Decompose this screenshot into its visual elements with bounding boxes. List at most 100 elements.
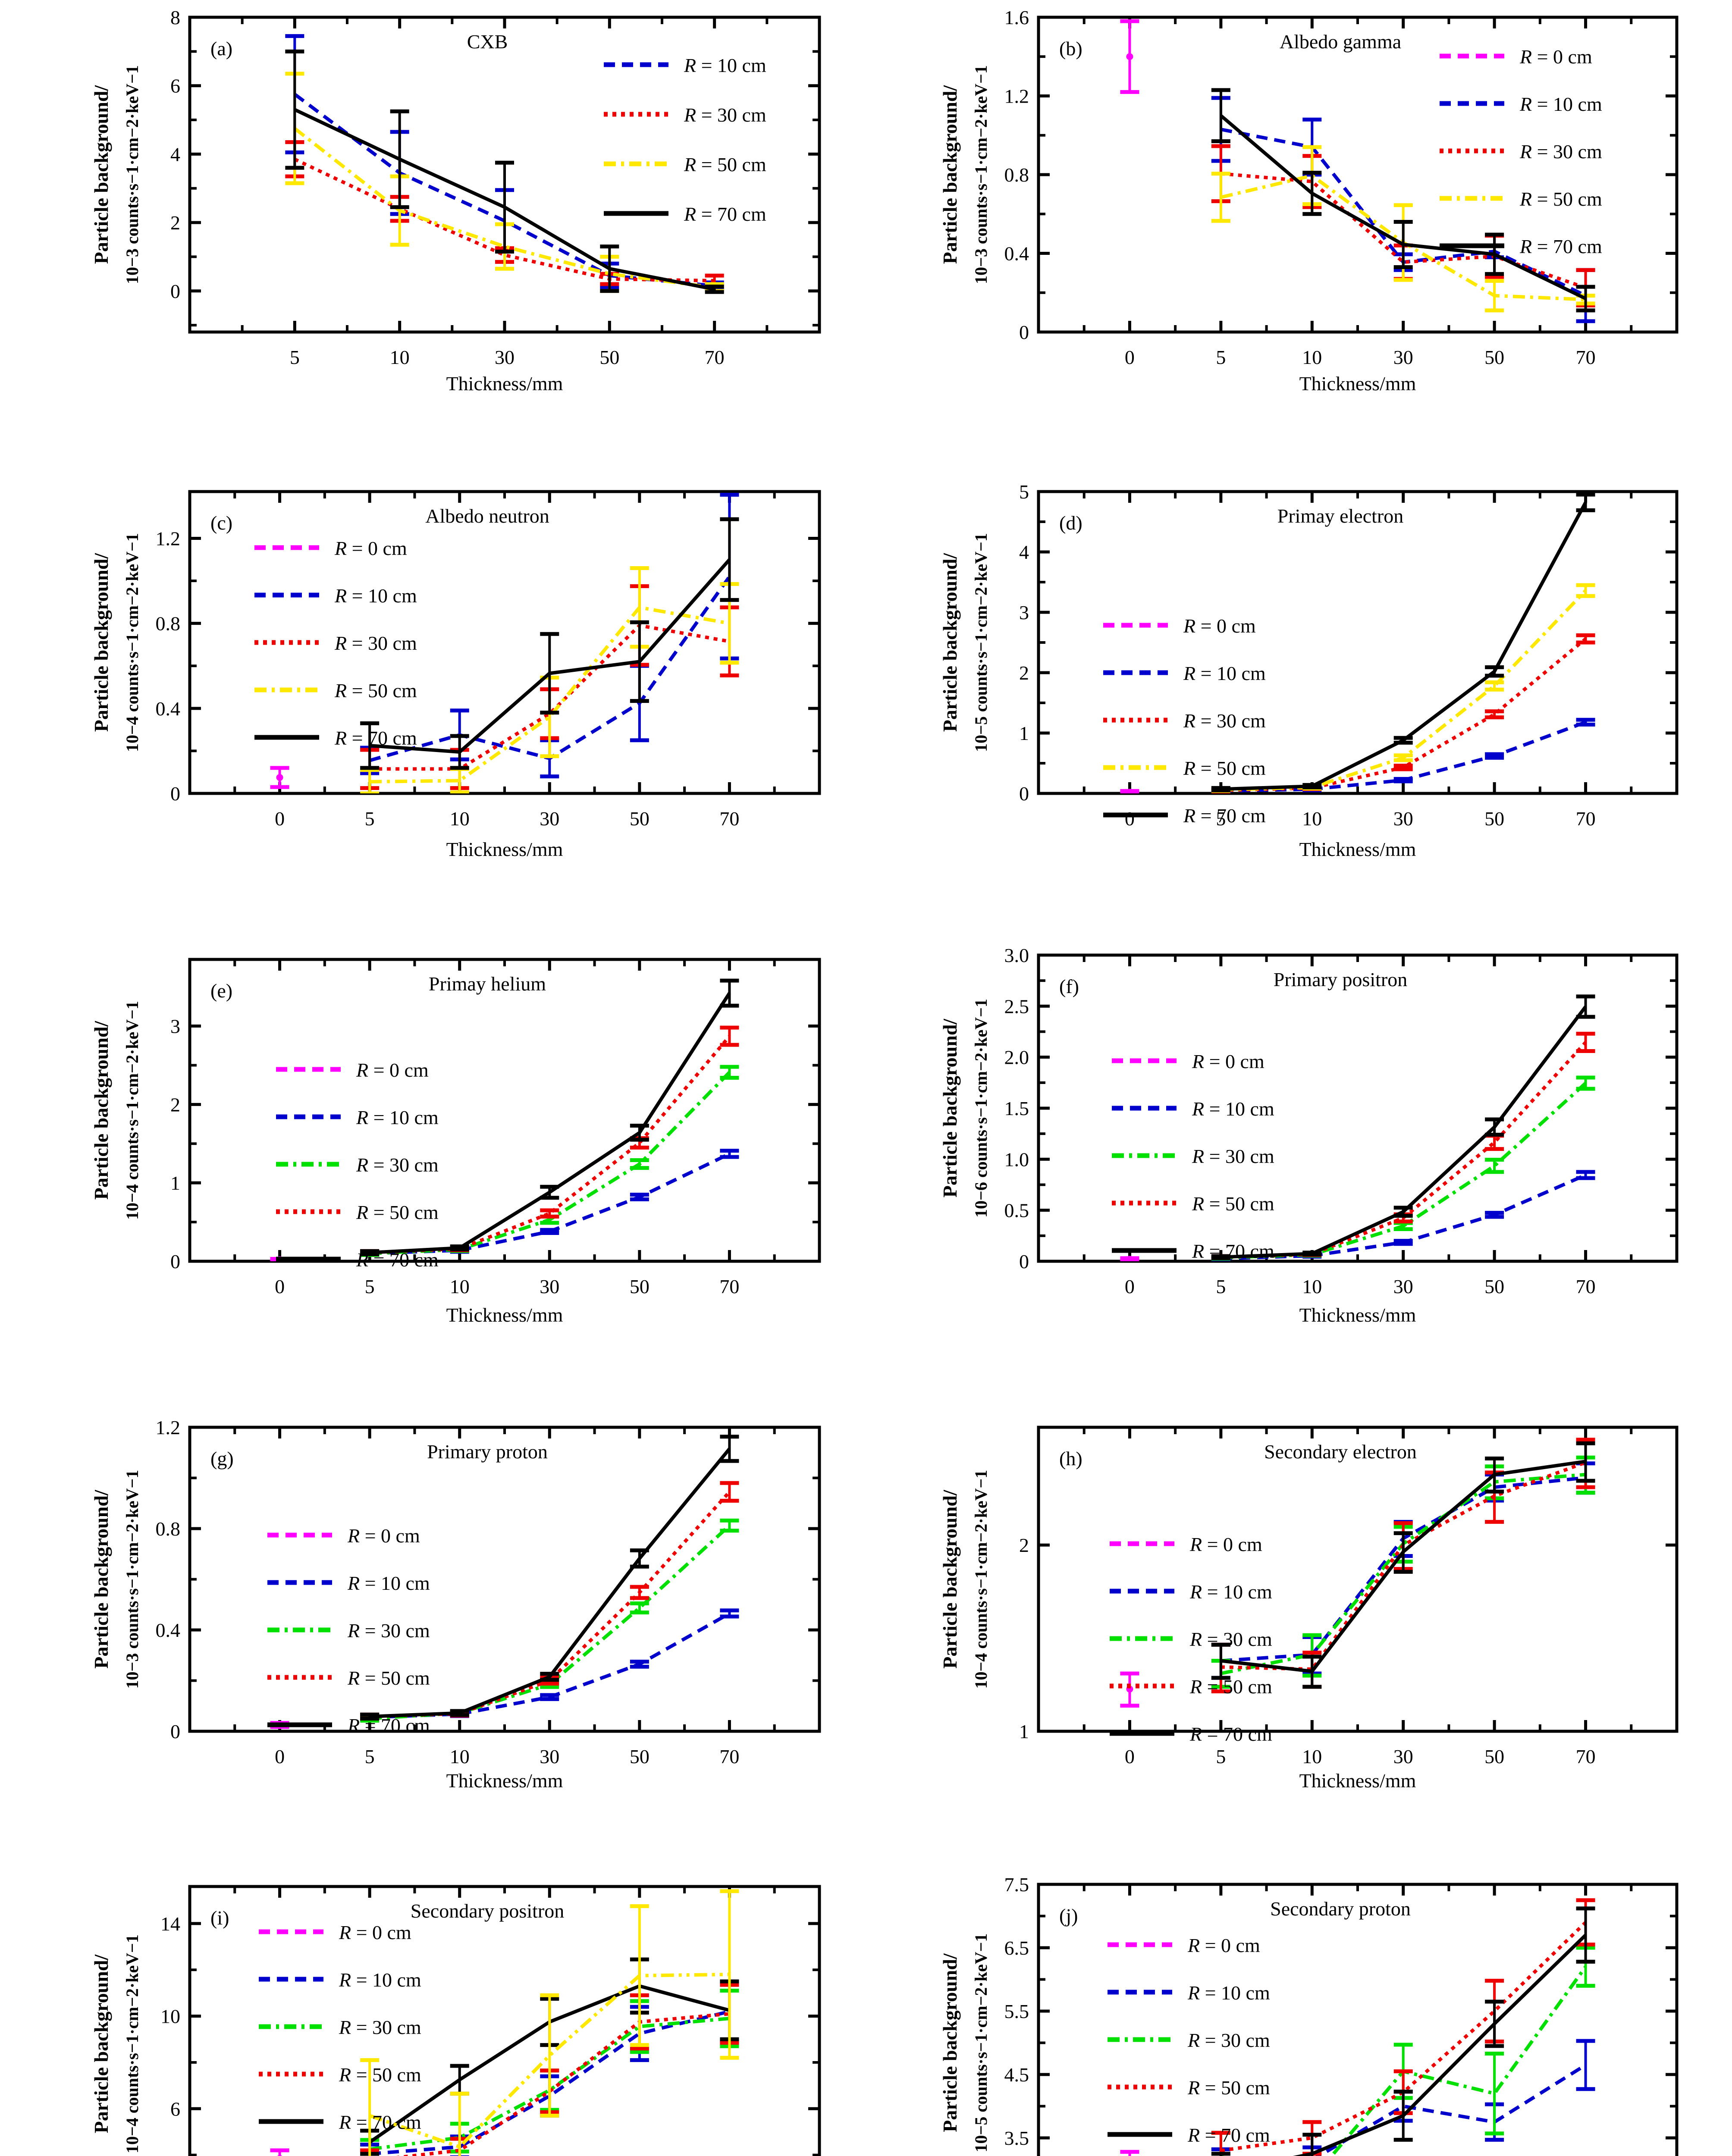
legend-label: R = 30 cm [1192,1145,1274,1167]
legend-label: R = 50 cm [356,1201,439,1223]
panel-title: Secondary electron [1264,1441,1417,1463]
panel-b: 0 0.4 0.8 1.2 1.6 0 5 10 30 50 70 (b) Albedo gamma R … [866,0,1732,444]
panel-label: (g) [210,1448,234,1470]
panel-label: (f) [1059,975,1079,997]
data-point [276,774,283,781]
panel-c: 0 0.4 0.8 1.2 0 5 10 30 50 70 (c) Albedo neutron R =… [0,444,866,897]
y-axis-label: Particle background/ [90,1954,112,2134]
y-axis-units: 10−4 counts·s−1·cm−2·keV−1 [122,533,142,752]
y-tick-label: 1.2 [1004,85,1029,107]
panel-c-chart: 0 0.4 0.8 1.2 0 5 10 30 50 70 (c) Albedo neutron R =… [90,490,821,860]
legend-label: R = 70 cm [334,727,417,749]
plot-frame [188,1426,821,1733]
x-tick-label: 10 [1302,1275,1322,1297]
y-tick-label: 7.5 [1004,1874,1029,1896]
y-tick-label: 1.0 [1004,1148,1029,1170]
y-tick-label: 0 [1019,321,1029,343]
legend-label: R = 10 cm [1189,1581,1272,1603]
x-tick-label: 5 [365,1275,375,1297]
y-tick-label: 1 [1019,722,1029,744]
y-tick-label: 0.4 [156,1619,181,1641]
legend-label: R = 0 cm [356,1059,429,1081]
legend-label: R = 10 cm [1187,1982,1270,2004]
y-tick-label: 5.5 [1004,2000,1029,2022]
legend-label: R = 70 cm [339,2111,421,2133]
y-tick-label: 0.8 [156,613,181,635]
x-axis-label: Thickness/mm [1299,1770,1416,1792]
y-tick-label: 0.4 [1004,243,1029,265]
panel-j: 2.53.54.55.56.57.50510305070(j)Secondary… [866,1802,1732,2156]
x-tick-label: 5 [1216,1275,1226,1297]
panel-title: Secondary proton [1270,1898,1411,1920]
x-tick-label: 30 [1393,346,1413,368]
y-tick-label: 4 [170,143,180,165]
y-axis-label: Particle background/ [939,1489,961,1669]
panel-j-chart: 2.53.54.55.56.57.50510305070(j)Secondary… [939,1874,1679,2156]
series-layer [1120,1898,1595,2156]
x-tick-label: 10 [1302,1745,1322,1767]
x-tick-label: 50 [599,346,619,368]
series-line [370,605,730,783]
panel-h-chart: 1 2 0 5 10 30 50 70 (h) Secondary electron R = 0 c… [939,1426,1679,1792]
legend-label: R = 70 cm [356,1249,439,1271]
data-point [1126,1256,1133,1261]
y-axis-units: 10−4 counts·s−1·cm−2·keV−1 [122,1001,142,1220]
legend-label: R = 0 cm [334,537,407,559]
y-axis-label: Particle background/ [90,85,112,264]
panel-title: Primary proton [427,1441,548,1463]
legend-label: R = 10 cm [1192,1098,1274,1120]
x-tick-label: 30 [540,808,559,830]
y-tick-label: 1 [1019,1720,1029,1742]
plot-frame [1037,1426,1679,1733]
panel-g-chart: 0 0.4 0.8 1.2 0 5 10 30 50 70 (g) Primary proton R =… [90,1416,821,1792]
x-tick-label: 30 [495,346,515,368]
legend-label: R = 70 cm [347,1714,430,1736]
y-tick-label: 3 [170,1015,180,1037]
x-tick-label: 5 [290,346,300,368]
x-tick-label: 10 [450,1275,470,1297]
legend-label: R = 30 cm [1519,141,1602,163]
x-tick-label: 0 [275,1275,285,1297]
y-tick-label: 4.5 [1004,2064,1029,2086]
y-tick-label: 1 [170,1172,180,1194]
y-axis-label: Particle background/ [939,85,961,264]
y-axis-label: Particle background/ [90,1489,112,1669]
y-tick-label: 0 [1019,783,1029,805]
x-tick-label: 10 [390,346,410,368]
legend-label: R = 10 cm [1519,93,1602,115]
x-axis-label: Thickness/mm [446,1304,563,1326]
legend-label: R = 0 cm [347,1525,420,1547]
x-tick-label: 5 [1216,346,1226,368]
legend-label: R = 0 cm [1183,615,1256,637]
y-axis-units: 10−5 counts·s−1·cm−2·keV−1 [971,533,991,752]
y-axis-units: 10−3 counts·s−1·cm−2·keV−1 [971,65,991,284]
x-axis-label: Thickness/mm [446,373,563,395]
y-tick-label: 3.5 [1004,2127,1029,2149]
x-tick-label: 70 [1576,1275,1596,1297]
panel-e: 0 1 2 3 0 5 10 30 50 70 (e) Primay helium R = 0 cm R … [0,897,866,1350]
x-axis-label: Thickness/mm [446,1770,563,1792]
x-tick-label: 50 [630,1275,650,1297]
y-axis-label: Particle background/ [90,553,112,732]
y-tick-label: 0 [1019,1250,1029,1272]
panel-label: (j) [1059,1905,1078,1927]
panel-label: (e) [210,980,232,1002]
series-line [1221,1921,1587,2153]
y-tick-label: 0.4 [156,698,181,720]
y-tick-label: 4 [1019,541,1029,563]
panel-b-chart: 0 0.4 0.8 1.2 1.6 0 5 10 30 50 70 (b) Albedo gamma R … [939,6,1679,395]
panel-f: 0 0.5 1.0 1.5 2.0 2.5 3.0 0 5 10 30 50 70 (f) Primary … [866,897,1732,1350]
x-tick-label: 10 [450,808,470,830]
legend-label: R = 30 cm [347,1620,430,1642]
x-axis-label: Thickness/mm [1299,838,1416,860]
series-line [369,1035,731,1254]
y-tick-label: 1.5 [1004,1097,1029,1119]
y-axis-units: 10−4 counts·s−1·cm−2·keV−1 [122,1934,142,2153]
x-tick-label: 50 [1484,1275,1504,1297]
series-layer [270,492,739,793]
panel-label: (b) [1059,38,1082,60]
plot-frame [188,1885,821,2156]
